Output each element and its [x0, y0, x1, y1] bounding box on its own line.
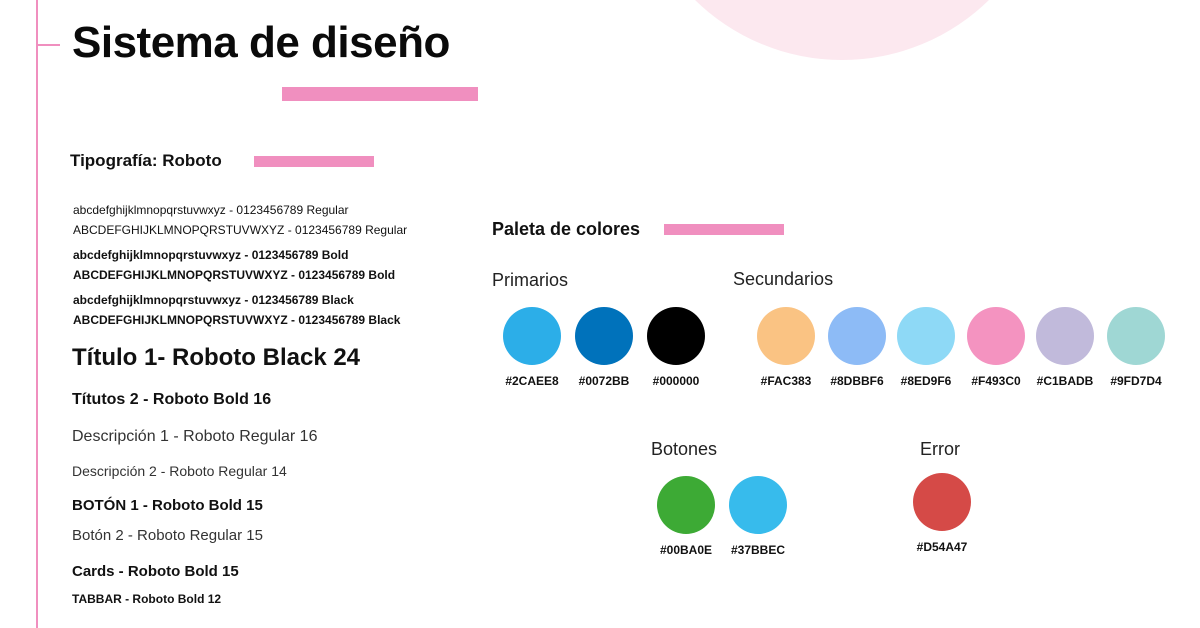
title-underline-bar [282, 87, 478, 101]
color-dot [828, 307, 886, 365]
color-dot [657, 476, 715, 534]
style-tabbar: TABBAR - Roboto Bold 12 [72, 592, 222, 606]
title-accent-tick [36, 44, 60, 46]
palette-heading-bar [664, 224, 784, 235]
style-button-2: Botón 2 - Roboto Regular 15 [72, 527, 263, 544]
sample-uppercase-black: ABCDEFGHIJKLMNOPQRSTUVWXYZ - 0123456789 … [73, 313, 401, 327]
color-code: #D54A47 [916, 540, 968, 554]
style-description-1: Descripción 1 - Roboto Regular 16 [72, 428, 318, 445]
swatch-secondary-5: #C1BADB [1036, 307, 1094, 388]
color-dot [503, 307, 561, 365]
color-code: #8ED9F6 [900, 374, 952, 388]
sample-lowercase-bold: abcdefghijklmnopqrstuvwxyz - 0123456789 … [73, 248, 349, 262]
sample-lowercase-black: abcdefghijklmnopqrstuvwxyz - 0123456789 … [73, 293, 354, 307]
swatch-button-2: #37BBEC [729, 476, 787, 557]
sample-uppercase-bold: ABCDEFGHIJKLMNOPQRSTUVWXYZ - 0123456789 … [73, 268, 396, 282]
sample-uppercase-regular: ABCDEFGHIJKLMNOPQRSTUVWXYZ - 0123456789 … [73, 223, 408, 237]
style-title-2: Títutos 2 - Roboto Bold 16 [72, 391, 272, 408]
swatch-primary-3: #000000 [647, 307, 705, 388]
style-cards: Cards - Roboto Bold 15 [72, 563, 239, 580]
typography-heading-bar [254, 156, 374, 167]
swatch-secondary-6: #9FD7D4 [1107, 307, 1165, 388]
color-code: #2CAEE8 [505, 374, 559, 388]
swatch-secondary-1: #FAC383 [757, 307, 815, 388]
color-dot [967, 307, 1025, 365]
color-code: #0072BB [578, 374, 630, 388]
page-title: Sistema de diseño [72, 18, 450, 67]
buttons-label: Botones [651, 439, 718, 459]
swatch-secondary-4: #F493C0 [967, 307, 1025, 388]
color-dot [913, 473, 971, 531]
style-title-1: Título 1- Roboto Black 24 [72, 344, 361, 371]
swatch-error: #D54A47 [913, 473, 971, 554]
color-code: #C1BADB [1036, 374, 1094, 388]
color-code: #00BA0E [659, 543, 713, 557]
color-dot [897, 307, 955, 365]
color-dot [575, 307, 633, 365]
palette-heading: Paleta de colores [492, 219, 641, 239]
color-dot [1107, 307, 1165, 365]
swatch-secondary-2: #8DBBF6 [828, 307, 886, 388]
color-dot [647, 307, 705, 365]
swatch-primary-2: #0072BB [575, 307, 633, 388]
swatch-secondary-3: #8ED9F6 [897, 307, 955, 388]
color-dot [1036, 307, 1094, 365]
background-circle [632, 0, 1052, 60]
color-code: #37BBEC [730, 543, 786, 557]
color-dot [757, 307, 815, 365]
color-code: #FAC383 [760, 374, 812, 388]
left-accent-line [36, 0, 38, 628]
sample-lowercase-regular: abcdefghijklmnopqrstuvwxyz - 0123456789 … [73, 203, 349, 217]
color-code: #9FD7D4 [1110, 374, 1162, 388]
primary-label: Primarios [492, 270, 569, 290]
color-code: #000000 [652, 374, 700, 388]
typography-heading: Tipografía: Roboto [70, 151, 222, 170]
style-description-2: Descripción 2 - Roboto Regular 14 [72, 463, 287, 479]
swatch-primary-1: #2CAEE8 [503, 307, 561, 388]
error-label: Error [920, 439, 960, 459]
secondary-label: Secundarios [733, 269, 834, 289]
swatch-button-1: #00BA0E [657, 476, 715, 557]
color-code: #F493C0 [971, 374, 1021, 388]
color-code: #8DBBF6 [830, 374, 884, 388]
color-dot [729, 476, 787, 534]
style-button-1: BOTÓN 1 - Roboto Bold 15 [72, 497, 263, 514]
